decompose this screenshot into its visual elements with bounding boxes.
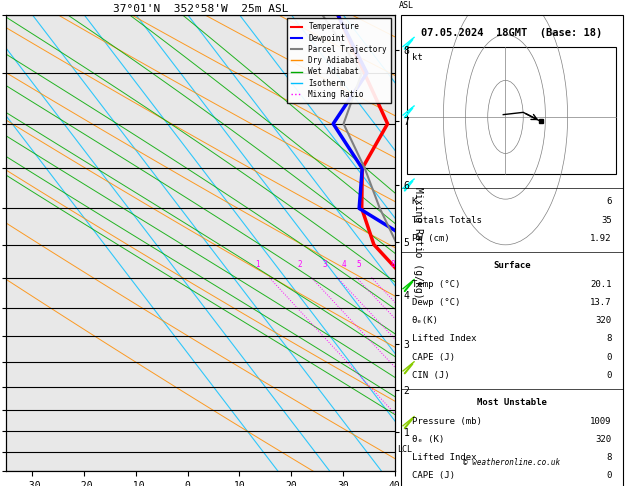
Text: CAPE (J): CAPE (J): [412, 353, 455, 362]
Text: 320: 320: [596, 316, 611, 325]
Y-axis label: Mixing Ratio (g/kg): Mixing Ratio (g/kg): [413, 187, 423, 299]
Text: 0: 0: [606, 371, 611, 380]
Text: 2: 2: [297, 260, 302, 269]
Text: Dewp (°C): Dewp (°C): [412, 298, 460, 307]
Text: 13.7: 13.7: [590, 298, 611, 307]
Text: 320: 320: [596, 435, 611, 444]
Text: PW (cm): PW (cm): [412, 234, 450, 243]
Text: 6: 6: [606, 197, 611, 207]
Text: Temp (°C): Temp (°C): [412, 279, 460, 289]
Text: 8: 8: [390, 260, 394, 269]
Legend: Temperature, Dewpoint, Parcel Trajectory, Dry Adiabat, Wet Adiabat, Isotherm, Mi: Temperature, Dewpoint, Parcel Trajectory…: [287, 18, 391, 103]
Text: LCL: LCL: [398, 446, 412, 454]
Text: 3: 3: [323, 260, 328, 269]
Text: km
ASL: km ASL: [399, 0, 413, 10]
Title: 37°01'N  352°58'W  25m ASL: 37°01'N 352°58'W 25m ASL: [113, 4, 288, 14]
Text: 8: 8: [606, 453, 611, 462]
Text: θₑ (K): θₑ (K): [412, 435, 444, 444]
Text: Totals Totals: Totals Totals: [412, 216, 482, 225]
Text: 1009: 1009: [590, 417, 611, 426]
Text: 1: 1: [255, 260, 260, 269]
Text: 8: 8: [606, 334, 611, 344]
Text: Lifted Index: Lifted Index: [412, 453, 476, 462]
Text: © weatheronline.co.uk: © weatheronline.co.uk: [463, 458, 560, 467]
Text: 5: 5: [357, 260, 362, 269]
Text: 35: 35: [601, 216, 611, 225]
Text: Lifted Index: Lifted Index: [412, 334, 476, 344]
Bar: [408, 47, 616, 174]
Text: 0: 0: [606, 471, 611, 481]
Text: θₑ(K): θₑ(K): [412, 316, 439, 325]
Text: 1.92: 1.92: [590, 234, 611, 243]
Text: kt: kt: [412, 53, 423, 62]
Text: 07.05.2024  18GMT  (Base: 18): 07.05.2024 18GMT (Base: 18): [421, 28, 603, 38]
Text: CIN (J): CIN (J): [412, 371, 450, 380]
Text: Most Unstable: Most Unstable: [477, 399, 547, 407]
Text: CAPE (J): CAPE (J): [412, 471, 455, 481]
Text: 0: 0: [606, 353, 611, 362]
Text: K: K: [412, 197, 417, 207]
Text: Surface: Surface: [493, 261, 530, 270]
Text: 20.1: 20.1: [590, 279, 611, 289]
Text: 4: 4: [342, 260, 347, 269]
Text: Pressure (mb): Pressure (mb): [412, 417, 482, 426]
